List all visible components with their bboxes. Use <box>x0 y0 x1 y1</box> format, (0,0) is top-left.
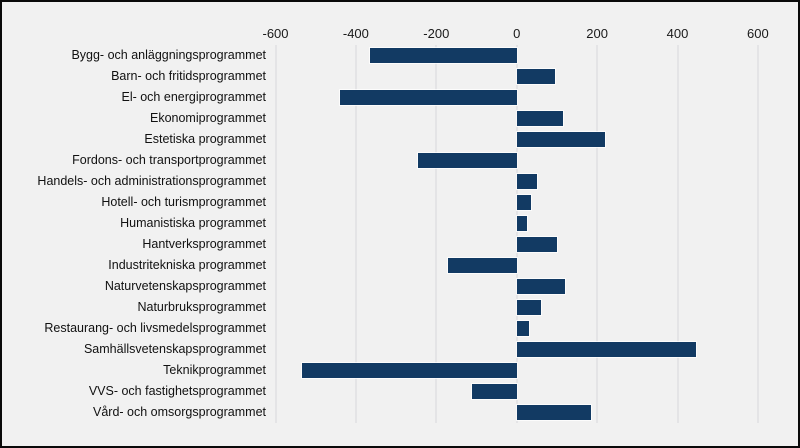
bar <box>339 90 517 105</box>
gridline <box>435 45 438 423</box>
bar <box>516 342 696 357</box>
category-label: Bygg- och anläggningsprogrammet <box>71 48 266 62</box>
category-label: Handels- och administrationsprogrammet <box>37 174 266 188</box>
x-axis-tick-label: -600 <box>262 26 289 41</box>
category-label: Fordons- och transportprogrammet <box>72 153 266 167</box>
gridline <box>676 45 679 423</box>
x-axis-tick-label: 0 <box>513 26 521 41</box>
category-label: Samhällsvetenskapsprogrammet <box>83 342 266 356</box>
x-axis-tick-label: -200 <box>423 26 450 41</box>
bar <box>516 405 592 420</box>
gridline <box>596 45 599 423</box>
x-axis-tick-label: 200 <box>586 26 608 41</box>
bar <box>369 48 517 63</box>
bar <box>516 321 529 336</box>
bar <box>516 132 606 147</box>
bar <box>418 153 517 168</box>
bar <box>301 363 517 378</box>
category-label: Restaurang- och livsmedelsprogrammet <box>44 321 266 335</box>
bar <box>516 216 527 231</box>
category-label: VVS- och fastighetsprogrammet <box>88 384 266 398</box>
category-label: Naturvetenskapsprogrammet <box>104 279 266 293</box>
bar <box>448 258 517 273</box>
gridline <box>756 45 759 423</box>
category-label: Estetiska programmet <box>144 132 266 146</box>
category-label: Ekonomiprogrammet <box>149 111 266 125</box>
bar <box>516 111 563 126</box>
category-label: Teknikprogrammet <box>163 363 266 377</box>
x-axis-tick-label: 600 <box>747 26 769 41</box>
category-label: Barn- och fritidsprogrammet <box>111 69 266 83</box>
bar <box>516 195 531 210</box>
gridline <box>274 45 277 423</box>
gridline <box>354 45 357 423</box>
bar <box>516 300 541 315</box>
category-label: Humanistiska programmet <box>120 216 266 230</box>
category-label: Hantverksprogrammet <box>142 237 266 251</box>
category-label: Industritekniska programmet <box>108 258 266 272</box>
gridline <box>515 45 518 423</box>
bar <box>472 384 517 399</box>
category-label: Hotell- och turismprogrammet <box>101 195 266 209</box>
bar <box>516 174 537 189</box>
bar <box>516 279 565 294</box>
category-label: Vård- och omsorgsprogrammet <box>93 405 266 419</box>
category-label: El- och energiprogrammet <box>121 90 266 104</box>
x-axis-tick-label: -400 <box>342 26 369 41</box>
category-label: Naturbruksprogrammet <box>137 300 266 314</box>
x-axis-tick-label: 400 <box>666 26 689 41</box>
bar <box>516 237 557 252</box>
bar <box>516 69 555 84</box>
